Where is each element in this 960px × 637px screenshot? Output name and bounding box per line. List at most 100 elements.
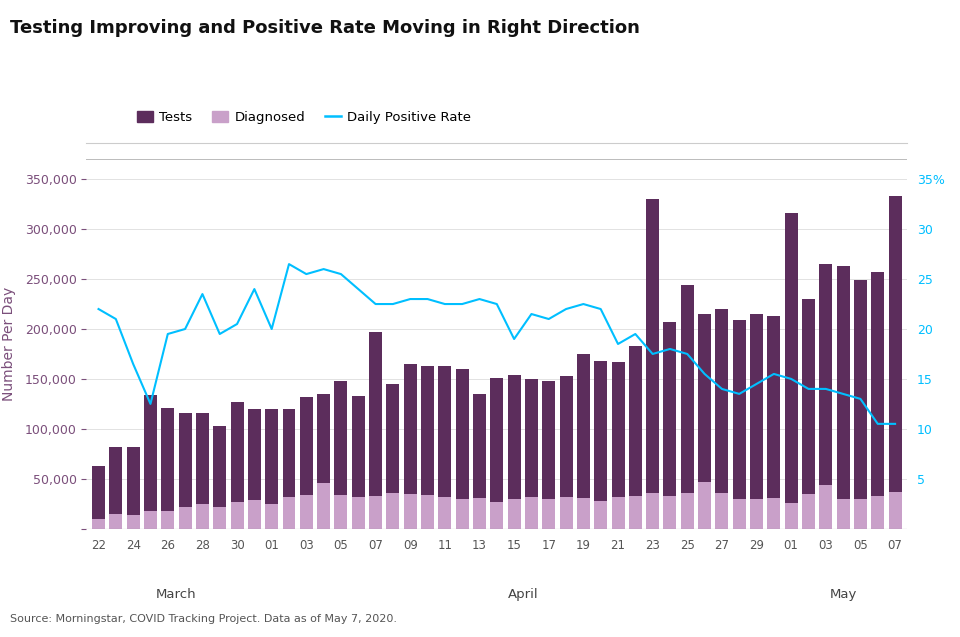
Text: Source: Morningstar, COVID Tracking Project. Data as of May 7, 2020.: Source: Morningstar, COVID Tracking Proj… — [10, 614, 396, 624]
Bar — [300, 495, 313, 529]
Y-axis label: Number Per Day: Number Per Day — [3, 287, 16, 401]
Bar — [456, 369, 468, 529]
Text: May: May — [829, 588, 857, 601]
Bar — [248, 409, 261, 529]
Bar — [629, 346, 642, 529]
Bar — [92, 519, 105, 529]
Bar — [836, 266, 850, 529]
Bar — [872, 496, 884, 529]
Bar — [542, 381, 555, 529]
Bar — [300, 397, 313, 529]
Bar — [196, 504, 209, 529]
Bar — [872, 272, 884, 529]
Bar — [127, 447, 139, 529]
Bar — [282, 497, 296, 529]
Text: March: March — [156, 588, 197, 601]
Bar — [594, 501, 607, 529]
Bar — [161, 408, 175, 529]
Bar — [732, 320, 746, 529]
Bar — [334, 381, 348, 529]
Text: Testing Improving and Positive Rate Moving in Right Direction: Testing Improving and Positive Rate Movi… — [10, 19, 639, 37]
Bar — [127, 515, 139, 529]
Bar — [334, 495, 348, 529]
Bar — [144, 395, 157, 529]
Bar — [889, 492, 901, 529]
Bar — [612, 362, 625, 529]
Bar — [421, 495, 434, 529]
Bar — [819, 264, 832, 529]
Bar — [698, 314, 711, 529]
Bar — [230, 502, 244, 529]
Bar — [387, 493, 399, 529]
Bar — [594, 361, 607, 529]
Bar — [819, 485, 832, 529]
Bar — [577, 354, 589, 529]
Bar — [889, 196, 901, 529]
Bar — [542, 499, 555, 529]
Bar — [681, 285, 694, 529]
Bar — [213, 507, 227, 529]
Bar — [92, 466, 105, 529]
Bar — [646, 199, 660, 529]
Bar — [491, 378, 503, 529]
Bar — [802, 299, 815, 529]
Bar — [767, 497, 780, 529]
Bar — [439, 366, 451, 529]
Bar — [750, 314, 763, 529]
Bar — [109, 513, 122, 529]
Bar — [646, 493, 660, 529]
Text: April: April — [508, 588, 539, 601]
Bar — [369, 332, 382, 529]
Bar — [196, 413, 209, 529]
Bar — [715, 309, 729, 529]
Bar — [508, 375, 520, 529]
Bar — [663, 322, 677, 529]
Bar — [560, 376, 572, 529]
Bar — [854, 499, 867, 529]
Bar — [854, 280, 867, 529]
Bar — [387, 384, 399, 529]
Bar — [265, 504, 278, 529]
Bar — [836, 499, 850, 529]
Bar — [179, 413, 192, 529]
Bar — [473, 394, 486, 529]
Legend: Tests, Diagnosed, Daily Positive Rate: Tests, Diagnosed, Daily Positive Rate — [132, 105, 477, 129]
Bar — [525, 497, 538, 529]
Bar — [525, 379, 538, 529]
Bar — [663, 496, 677, 529]
Bar — [577, 497, 589, 529]
Bar — [732, 499, 746, 529]
Bar — [230, 402, 244, 529]
Bar — [179, 507, 192, 529]
Bar — [282, 409, 296, 529]
Bar — [473, 497, 486, 529]
Bar — [351, 396, 365, 529]
Bar — [404, 364, 417, 529]
Bar — [213, 426, 227, 529]
Bar — [439, 497, 451, 529]
Bar — [421, 366, 434, 529]
Bar — [767, 316, 780, 529]
Bar — [491, 502, 503, 529]
Bar — [248, 500, 261, 529]
Bar — [681, 493, 694, 529]
Bar — [404, 494, 417, 529]
Bar — [750, 499, 763, 529]
Bar — [317, 394, 330, 529]
Bar — [784, 503, 798, 529]
Bar — [715, 493, 729, 529]
Bar — [109, 447, 122, 529]
Bar — [265, 409, 278, 529]
Bar — [369, 496, 382, 529]
Bar — [698, 482, 711, 529]
Bar — [629, 496, 642, 529]
Bar — [560, 497, 572, 529]
Bar — [144, 511, 157, 529]
Bar — [317, 483, 330, 529]
Bar — [508, 499, 520, 529]
Bar — [612, 497, 625, 529]
Bar — [456, 499, 468, 529]
Bar — [802, 494, 815, 529]
Bar — [351, 497, 365, 529]
Bar — [784, 213, 798, 529]
